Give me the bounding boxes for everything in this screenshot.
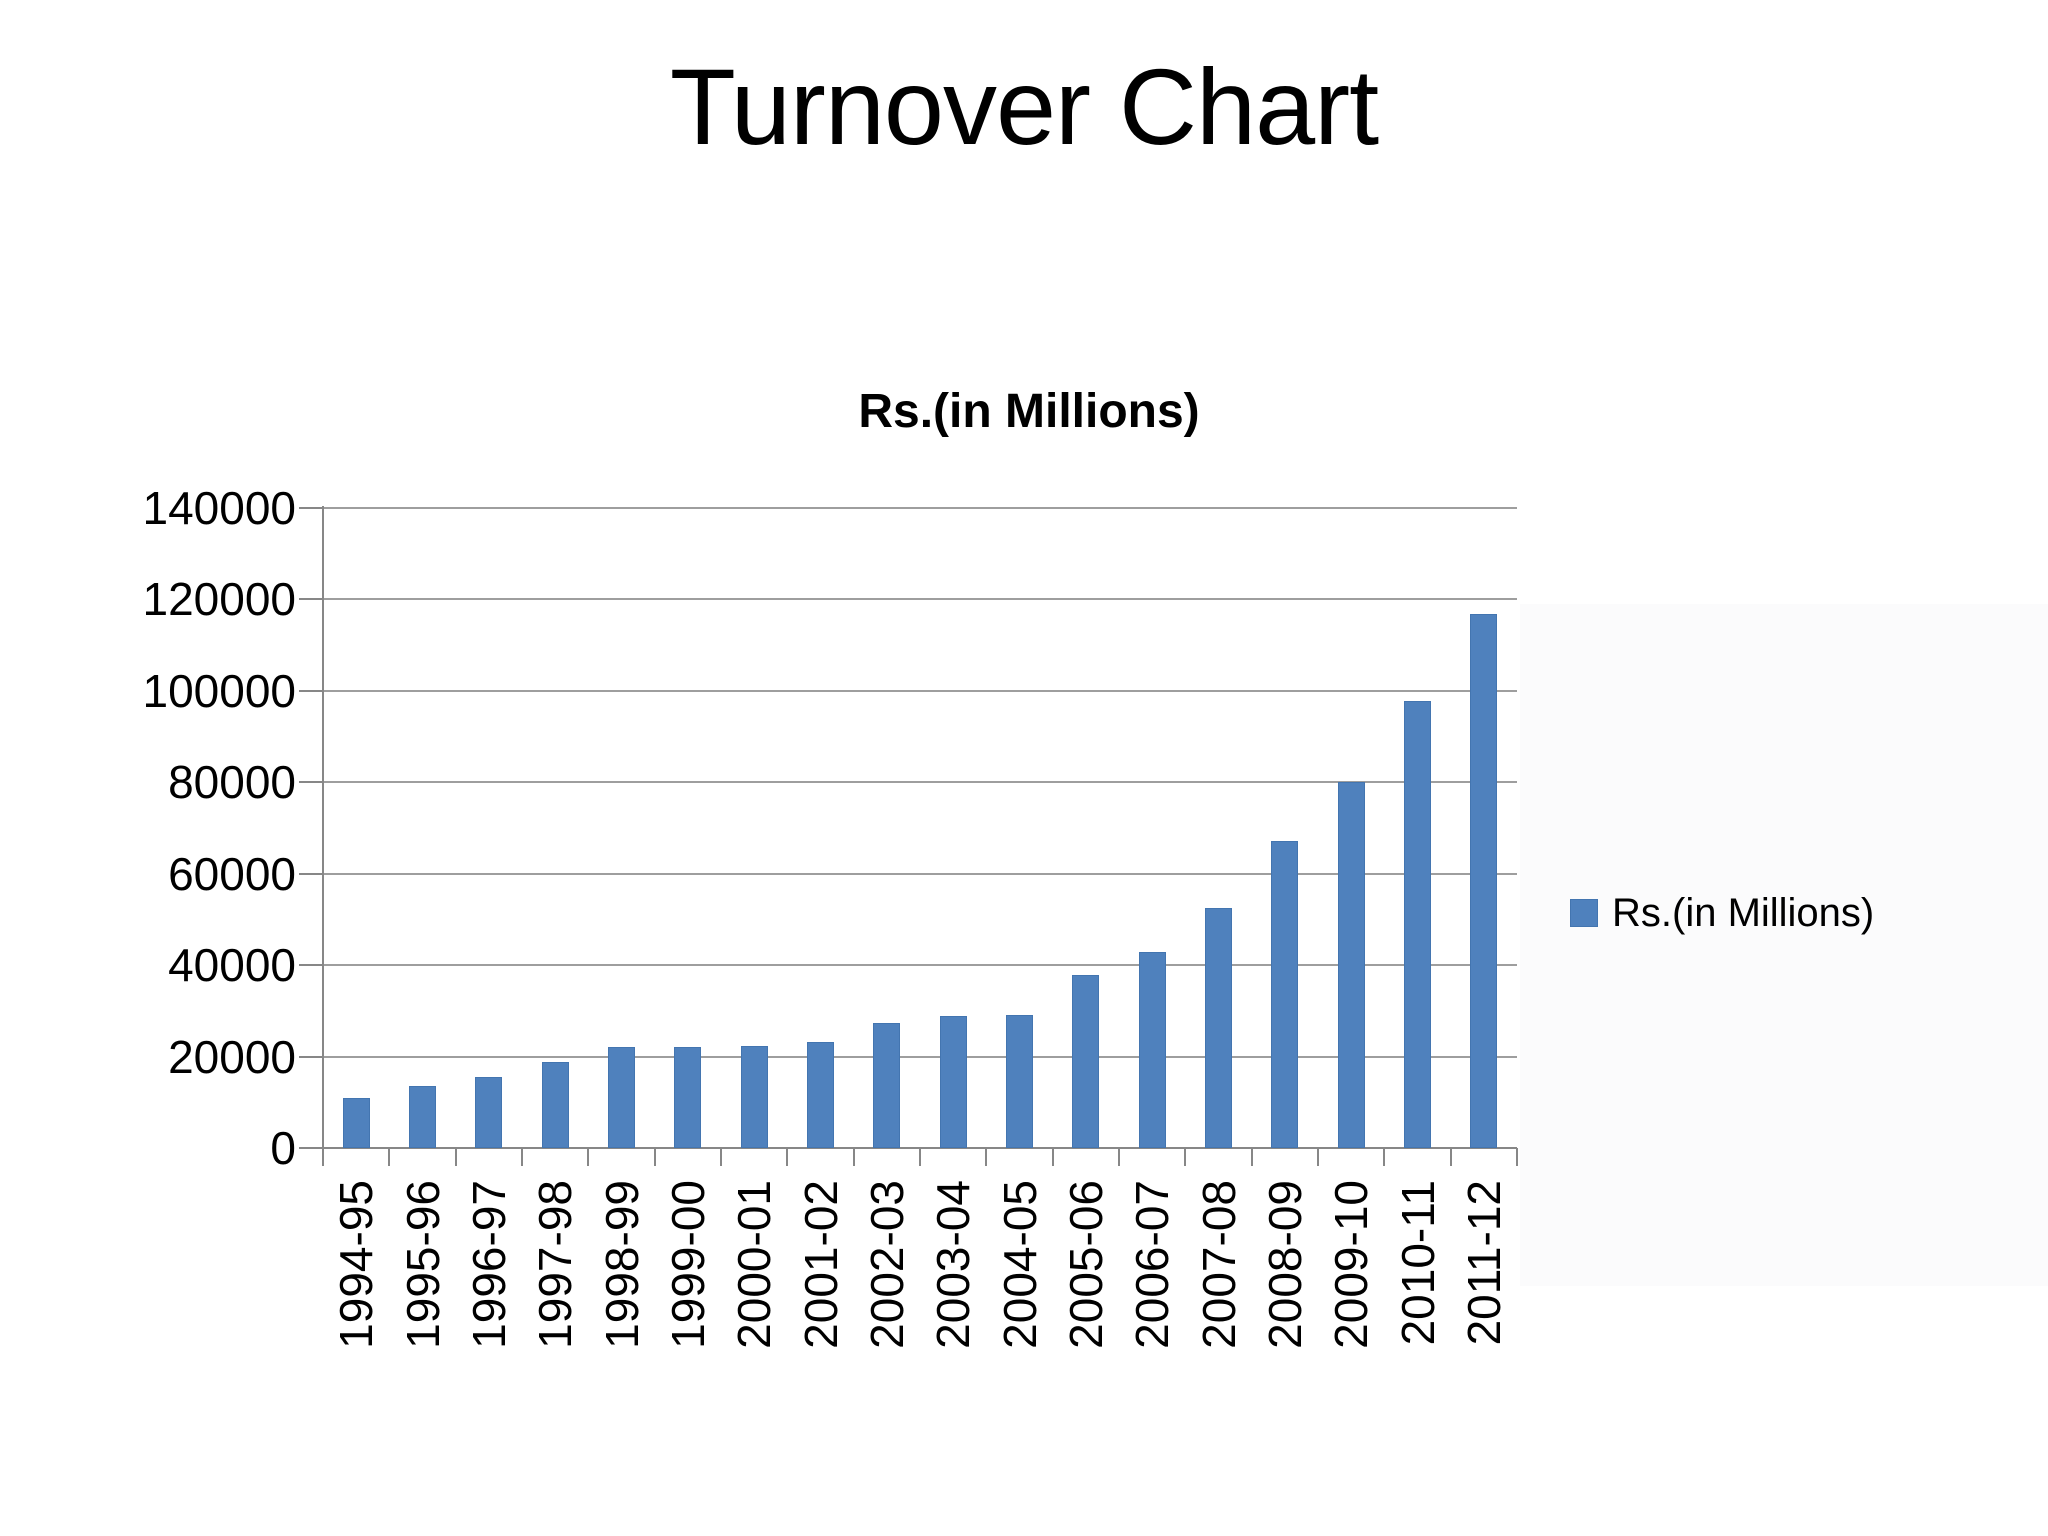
gridline bbox=[323, 598, 1517, 601]
x-axis-tick-label: 2005-06 bbox=[1059, 1180, 1112, 1349]
x-axis-tick-label: 1997-98 bbox=[529, 1180, 582, 1349]
x-axis-tick-label: 2002-03 bbox=[860, 1180, 913, 1349]
y-axis-tick bbox=[299, 964, 323, 967]
y-axis-tick-label: 80000 bbox=[168, 756, 296, 809]
y-axis-tick-label: 0 bbox=[270, 1122, 296, 1174]
x-axis-tick-label: 1999-00 bbox=[661, 1180, 714, 1349]
gridline bbox=[323, 507, 1517, 509]
y-axis-tick bbox=[299, 507, 323, 509]
x-axis-tick-label: 1996-97 bbox=[462, 1180, 515, 1349]
x-axis-tick bbox=[454, 1148, 457, 1166]
bar-2000-01 bbox=[740, 1045, 768, 1148]
x-axis-tick-label: 1994-95 bbox=[330, 1180, 383, 1349]
x-axis-tick bbox=[521, 1148, 523, 1166]
y-axis-tick-label: 100000 bbox=[142, 664, 297, 717]
gridline bbox=[323, 1055, 1517, 1058]
y-axis-tick-label: 140000 bbox=[142, 482, 297, 534]
x-axis-tick bbox=[653, 1148, 656, 1166]
x-axis-tick-label: 2006-07 bbox=[1126, 1180, 1179, 1349]
bar-2002-03 bbox=[873, 1022, 901, 1148]
bar-2011-12 bbox=[1470, 614, 1498, 1148]
x-axis-tick-label: 2009-10 bbox=[1325, 1180, 1378, 1349]
y-axis-tick-label: 120000 bbox=[142, 573, 297, 626]
bar-2007-08 bbox=[1205, 908, 1232, 1148]
x-axis-tick bbox=[322, 1148, 324, 1166]
y-axis-tick-label: 60000 bbox=[168, 847, 296, 900]
gridline bbox=[323, 689, 1517, 692]
y-axis-tick-label: 40000 bbox=[168, 939, 296, 992]
legend-label: Rs.(in Millions) bbox=[1612, 891, 1875, 935]
x-axis-tick-label: 1998-99 bbox=[595, 1180, 648, 1349]
bar-1996-97 bbox=[475, 1077, 503, 1148]
gridline bbox=[323, 964, 1517, 967]
x-axis-tick bbox=[1317, 1148, 1319, 1166]
y-axis-tick bbox=[299, 872, 323, 875]
legend-background-panel bbox=[1520, 604, 2048, 1286]
legend-color-swatch-icon bbox=[1570, 899, 1598, 927]
bar-2009-10 bbox=[1337, 782, 1365, 1148]
x-axis-tick bbox=[786, 1148, 789, 1166]
x-axis-tick bbox=[388, 1148, 391, 1166]
x-axis-tick-label: 1995-96 bbox=[396, 1180, 449, 1349]
x-axis-tick-label: 2001-02 bbox=[794, 1180, 847, 1349]
x-axis-tick-label: 2004-05 bbox=[993, 1180, 1046, 1349]
y-axis-tick bbox=[299, 689, 323, 692]
bar-2008-09 bbox=[1271, 840, 1299, 1148]
y-axis-tick bbox=[299, 781, 323, 784]
y-axis-tick-label: 20000 bbox=[168, 1030, 296, 1083]
x-axis-tick bbox=[1118, 1148, 1120, 1166]
x-axis-tick-label: 2007-08 bbox=[1192, 1180, 1245, 1349]
x-axis-tick bbox=[1250, 1148, 1253, 1166]
bar-2010-11 bbox=[1404, 701, 1431, 1148]
gridline bbox=[323, 781, 1517, 784]
gridline bbox=[323, 872, 1517, 875]
x-axis-tick-label: 2000-01 bbox=[728, 1180, 781, 1349]
x-axis-tick-label: 2008-09 bbox=[1258, 1180, 1311, 1349]
x-axis-tick bbox=[1383, 1148, 1386, 1166]
x-axis-tick bbox=[587, 1148, 590, 1166]
x-axis-tick bbox=[1051, 1148, 1054, 1166]
x-axis-tick bbox=[919, 1148, 921, 1166]
x-axis-tick bbox=[720, 1148, 722, 1166]
x-axis-tick bbox=[1449, 1148, 1452, 1166]
y-axis-tick bbox=[299, 1147, 323, 1149]
bar-1997-98 bbox=[541, 1062, 569, 1148]
x-axis-tick-label: 2010-11 bbox=[1391, 1180, 1444, 1346]
x-axis-tick bbox=[852, 1148, 855, 1166]
bar-2001-02 bbox=[807, 1041, 834, 1148]
x-axis-tick bbox=[1516, 1148, 1518, 1166]
bar-1995-96 bbox=[409, 1085, 436, 1148]
legend: Rs.(in Millions) bbox=[1570, 889, 1874, 937]
bar-1998-99 bbox=[608, 1047, 635, 1148]
bar-2006-07 bbox=[1138, 952, 1166, 1148]
bar-1999-00 bbox=[674, 1047, 702, 1148]
bar-2005-06 bbox=[1072, 975, 1100, 1148]
bar-1994-95 bbox=[342, 1097, 370, 1148]
y-axis-tick bbox=[299, 598, 323, 601]
y-axis-tick bbox=[299, 1055, 323, 1058]
x-axis-tick bbox=[985, 1148, 988, 1166]
bar-2004-05 bbox=[1006, 1014, 1033, 1148]
chart-title: Rs.(in Millions) bbox=[858, 385, 1200, 438]
x-axis-tick-label: 2011-12 bbox=[1457, 1180, 1510, 1346]
y-axis-line bbox=[322, 506, 324, 1166]
x-axis-tick bbox=[1184, 1148, 1187, 1166]
slide-title: Turnover Chart bbox=[669, 46, 1379, 167]
x-axis-tick-label: 2003-04 bbox=[927, 1180, 980, 1349]
bar-2003-04 bbox=[939, 1015, 967, 1148]
